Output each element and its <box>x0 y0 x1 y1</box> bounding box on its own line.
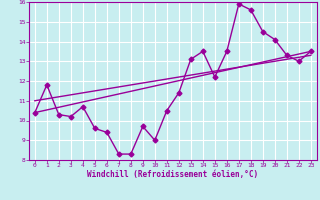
X-axis label: Windchill (Refroidissement éolien,°C): Windchill (Refroidissement éolien,°C) <box>87 170 258 179</box>
